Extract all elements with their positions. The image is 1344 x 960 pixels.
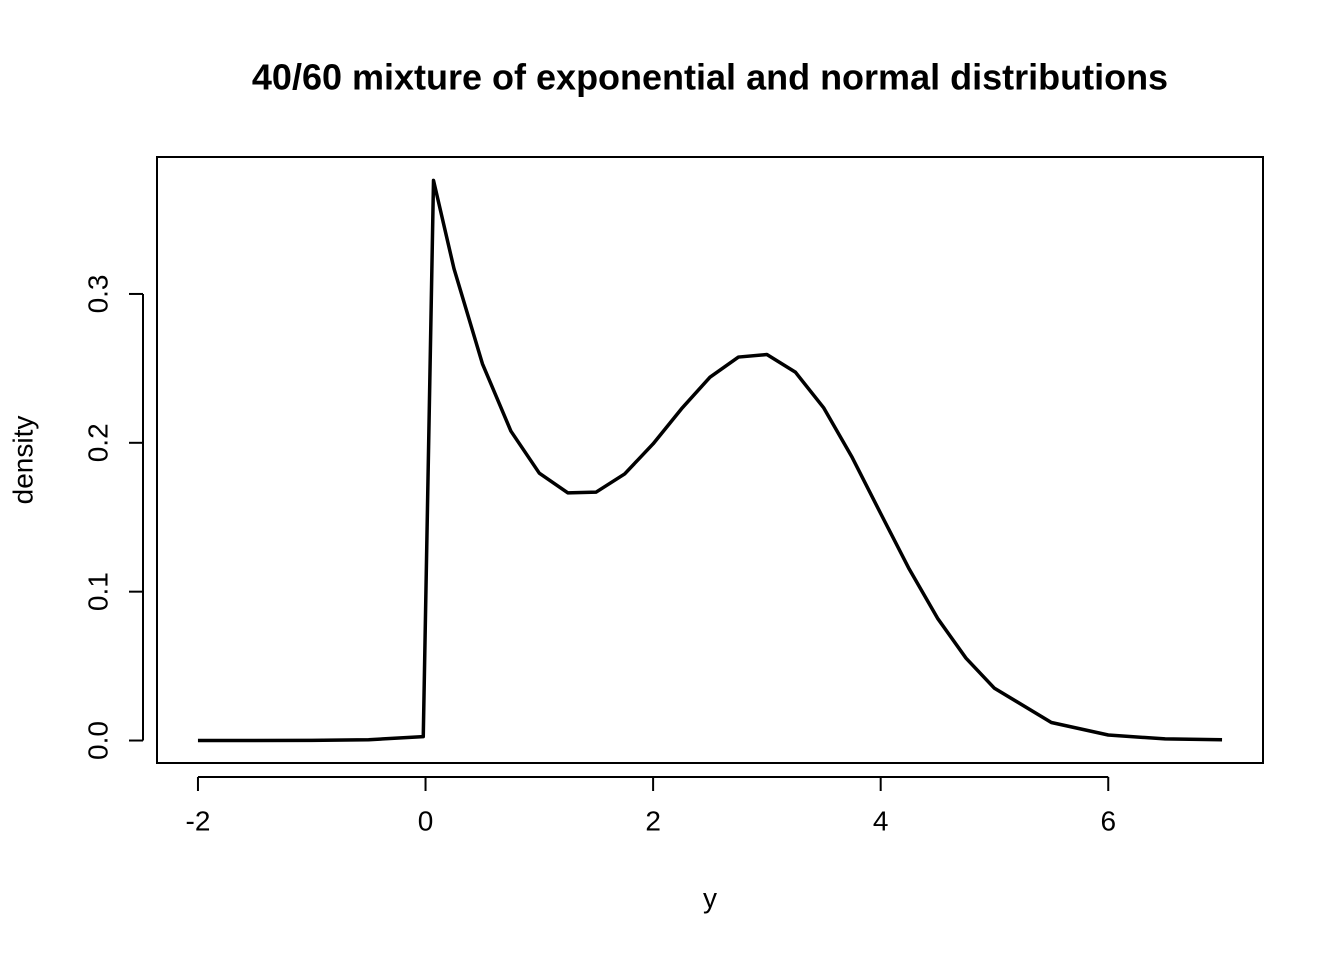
x-tick-label: 4 <box>873 805 889 836</box>
x-tick-label: -2 <box>186 805 211 836</box>
x-tick-label: 2 <box>645 805 661 836</box>
y-tick-label: 0.3 <box>82 274 113 313</box>
x-tick-label: 6 <box>1100 805 1116 836</box>
x-tick-label: 0 <box>418 805 434 836</box>
y-tick-label: 0.2 <box>82 423 113 462</box>
density-line <box>197 178 1223 743</box>
plot-frame <box>156 156 1264 764</box>
y-axis-label: density <box>7 416 38 505</box>
chart-title: 40/60 mixture of exponential and normal … <box>252 57 1168 98</box>
y-tick-label: 0.0 <box>82 721 113 760</box>
x-axis-label: y <box>703 882 717 913</box>
y-tick-label: 0.1 <box>82 572 113 611</box>
